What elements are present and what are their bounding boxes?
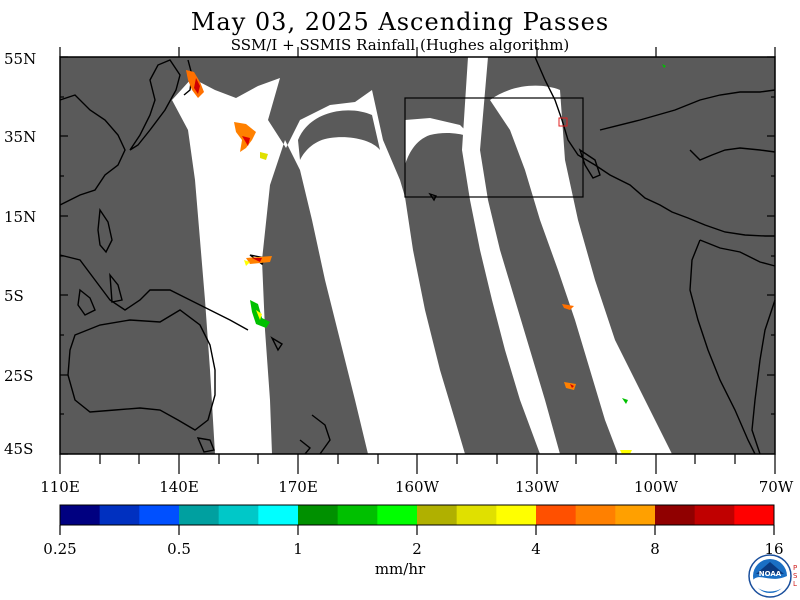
region-box [404, 97, 584, 198]
swath-east [490, 85, 672, 455]
colorbar-label-16: 16 [764, 540, 784, 558]
colorbar-swatch [337, 505, 378, 525]
colorbar-swatch [377, 505, 418, 525]
colorbar-swatch [694, 505, 735, 525]
lon-label-110e: 110E [40, 478, 80, 496]
lat-label-25s: 25S [4, 367, 34, 385]
lon-label-170e: 170E [278, 478, 318, 496]
colorbar-swatch [417, 505, 458, 525]
colorbar-swatch [456, 505, 497, 525]
colorbar-swatch [615, 505, 656, 525]
colorbar-swatch [496, 505, 537, 525]
colorbar-swatch [536, 505, 577, 525]
colorbar-swatch [734, 505, 775, 525]
coastlines [59, 56, 776, 455]
lat-label-45s: 45S [4, 440, 34, 458]
rain-patches [186, 64, 666, 454]
colorbar-swatch [99, 505, 140, 525]
lon-label-140e: 140E [159, 478, 199, 496]
colorbar-unit: mm/hr [374, 560, 426, 578]
colorbar-label-0-5: 0.5 [167, 540, 191, 558]
colorbar-swatch [655, 505, 696, 525]
colorbar-swatch [60, 505, 101, 525]
colorbar-swatch [139, 505, 180, 525]
lat-label-55n: 55N [4, 50, 37, 68]
swath-west [172, 78, 465, 454]
chart-subtitle: SSM/I + SSMIS Rainfall (Hughes algorithm… [230, 36, 570, 54]
marker-box [558, 117, 568, 127]
colorbar-swatch [258, 505, 299, 525]
lat-ticks [60, 56, 775, 455]
colorbar-swatch [575, 505, 616, 525]
lon-label-130w: 130W [514, 478, 560, 496]
colorbar-label-1: 1 [293, 540, 303, 558]
lat-label-5s: 5S [4, 287, 24, 305]
noaa-logo-text: NOAA [759, 570, 782, 578]
swath-central [462, 57, 560, 454]
colorbar-ticks [59, 525, 775, 535]
lon-label-100w: 100W [633, 478, 679, 496]
colorbar-label-0-25: 0.25 [43, 540, 77, 558]
swath-west-gap [298, 110, 380, 160]
colorbar-label-4: 4 [531, 540, 541, 558]
colorbar-swatch [298, 505, 339, 525]
colorbar-swatch [218, 505, 259, 525]
colorbar-swatch [179, 505, 220, 525]
swath-central-b [405, 118, 480, 165]
lon-label-160w: 160W [394, 478, 440, 496]
lat-label-35n: 35N [4, 128, 37, 146]
colorbar-label-2: 2 [412, 540, 422, 558]
noaa-logo: NOAA [748, 554, 792, 598]
lat-label-15n: 15N [4, 208, 37, 226]
lon-label-70w: 70W [758, 478, 794, 496]
lon-ticks [59, 47, 776, 474]
colorbar [60, 505, 775, 525]
colorbar-label-8: 8 [650, 540, 660, 558]
chart-title: May 03, 2025 Ascending Passes [190, 8, 610, 36]
